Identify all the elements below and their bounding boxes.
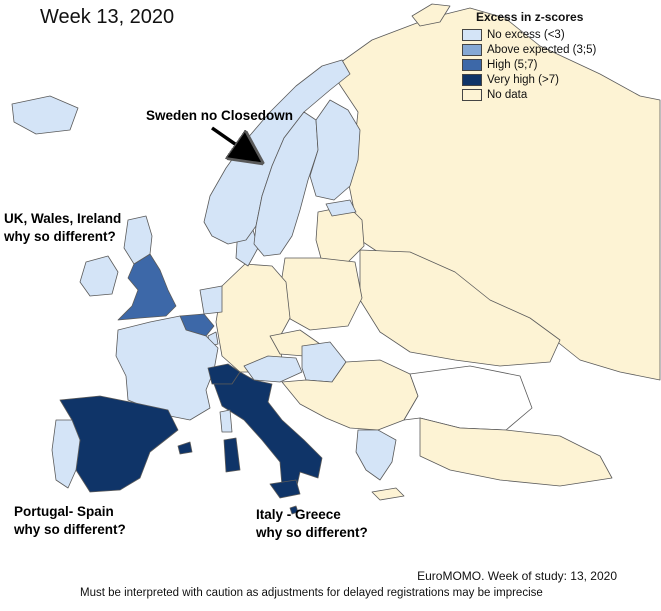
region-sicily [269, 479, 301, 499]
legend: Excess in z-scores No excess (<3) Above … [462, 10, 622, 102]
region-ireland [79, 255, 119, 297]
annotation-italy-line1: Italy - Greece [256, 507, 341, 522]
annotation-iberia-line1: Portugal- Spain [14, 504, 114, 519]
region-netherlands [199, 285, 223, 315]
legend-label: Very high (>7) [487, 73, 559, 86]
annotation-sweden: Sweden no Closedown [146, 108, 294, 123]
region-italy [213, 371, 323, 491]
region-scotland [123, 215, 153, 265]
annotation-italy: Italy - Greece why so different? [256, 506, 368, 542]
legend-swatch [462, 58, 482, 71]
legend-item-very-high: Very high (>7) [462, 72, 622, 87]
legend-swatch [462, 73, 482, 86]
sweden-arrow [211, 126, 258, 160]
region-crete [371, 487, 405, 501]
footer-note: Must be interpreted with caution as adju… [80, 587, 543, 599]
legend-item-no-excess: No excess (<3) [462, 27, 622, 42]
legend-swatch [462, 28, 482, 41]
region-balkans [281, 359, 419, 431]
region-corsica [219, 409, 233, 433]
region-turkey [419, 417, 613, 487]
legend-title: Excess in z-scores [476, 10, 584, 24]
annotation-uk-line1: UK, Wales, Ireland [4, 211, 122, 226]
legend-label: Above expected (3;5) [487, 43, 597, 56]
legend-item-no-data: No data [462, 87, 622, 102]
region-iceland [11, 95, 79, 135]
region-germany [215, 263, 291, 373]
legend-label: High (5;7) [487, 58, 538, 71]
region-uk [117, 253, 177, 321]
annotation-iberia-line2: why so different? [14, 522, 126, 537]
legend-swatch [462, 43, 482, 56]
region-poland [279, 257, 363, 331]
region-finland [309, 99, 361, 201]
region-belarus-ukraine [359, 249, 561, 367]
legend-item-above-expected: Above expected (3;5) [462, 42, 622, 57]
legend-label: No data [487, 88, 528, 101]
legend-item-high: High (5;7) [462, 57, 622, 72]
legend-swatch [462, 88, 482, 101]
region-france [115, 315, 219, 421]
region-portugal [51, 419, 81, 489]
legend-label: No excess (<3) [487, 28, 565, 41]
region-greece [355, 429, 397, 481]
region-malta [289, 505, 299, 515]
region-estonia [325, 199, 357, 217]
annotation-uk: UK, Wales, Ireland why so different? [4, 210, 121, 246]
annotation-iberia: Portugal- Spain why so different? [14, 503, 126, 539]
map-title: Week 13, 2020 [40, 6, 175, 28]
footer-source: EuroMOMO. Week of study: 13, 2020 [417, 569, 617, 583]
annotation-italy-line2: why so different? [256, 525, 368, 540]
annotation-uk-line2: why so different? [4, 229, 116, 244]
region-balearic [177, 441, 193, 455]
region-sardinia [223, 437, 241, 473]
region-arctic-island [411, 3, 451, 27]
